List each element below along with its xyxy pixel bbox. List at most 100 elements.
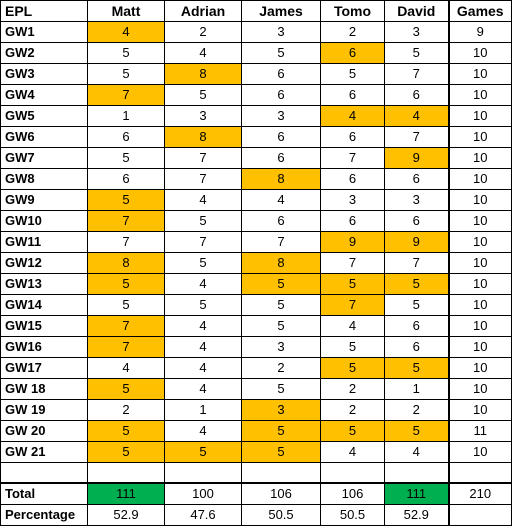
score-cell[interactable]: 6 — [87, 126, 165, 148]
score-cell[interactable]: 5 — [320, 420, 385, 442]
score-cell[interactable]: 5 — [241, 441, 321, 463]
score-cell[interactable]: 2 — [87, 399, 165, 421]
empty-cell[interactable] — [0, 462, 88, 484]
row-label[interactable]: GW4 — [0, 84, 88, 106]
games-cell[interactable]: 10 — [447, 315, 512, 337]
score-cell[interactable]: 5 — [87, 63, 165, 85]
row-label[interactable]: GW2 — [0, 42, 88, 64]
score-cell[interactable]: 6 — [241, 84, 321, 106]
score-cell[interactable]: 5 — [87, 273, 165, 295]
score-cell[interactable]: 6 — [241, 147, 321, 169]
empty-cell[interactable] — [384, 462, 449, 484]
score-cell[interactable]: 6 — [320, 84, 385, 106]
total-cell[interactable]: 111 — [384, 482, 449, 505]
score-cell[interactable]: 3 — [164, 105, 242, 127]
score-cell[interactable]: 7 — [241, 231, 321, 253]
row-label[interactable]: GW17 — [0, 357, 88, 379]
score-cell[interactable]: 6 — [384, 336, 449, 358]
empty-cell[interactable] — [320, 462, 385, 484]
score-cell[interactable]: 8 — [241, 252, 321, 274]
score-cell[interactable]: 4 — [320, 105, 385, 127]
row-label[interactable]: GW12 — [0, 252, 88, 274]
row-label[interactable]: GW16 — [0, 336, 88, 358]
score-cell[interactable]: 2 — [320, 399, 385, 421]
games-cell[interactable]: 10 — [447, 42, 512, 64]
score-cell[interactable]: 8 — [164, 63, 242, 85]
games-cell[interactable]: 10 — [447, 336, 512, 358]
score-cell[interactable]: 5 — [164, 84, 242, 106]
score-cell[interactable]: 9 — [384, 147, 449, 169]
score-cell[interactable]: 7 — [164, 168, 242, 190]
games-cell[interactable]: 10 — [447, 147, 512, 169]
score-cell[interactable]: 4 — [164, 189, 242, 211]
score-cell[interactable]: 7 — [87, 231, 165, 253]
score-cell[interactable]: 6 — [241, 63, 321, 85]
score-cell[interactable]: 8 — [164, 126, 242, 148]
score-cell[interactable]: 6 — [320, 210, 385, 232]
games-cell[interactable]: 10 — [447, 84, 512, 106]
score-cell[interactable]: 2 — [384, 399, 449, 421]
score-cell[interactable]: 2 — [320, 378, 385, 400]
score-cell[interactable]: 4 — [384, 105, 449, 127]
score-cell[interactable]: 5 — [87, 294, 165, 316]
score-cell[interactable]: 2 — [241, 357, 321, 379]
header-cell[interactable]: Games — [447, 0, 512, 22]
score-cell[interactable]: 4 — [164, 273, 242, 295]
row-label[interactable]: GW8 — [0, 168, 88, 190]
score-cell[interactable]: 3 — [241, 336, 321, 358]
score-cell[interactable]: 5 — [164, 441, 242, 463]
games-cell[interactable]: 10 — [447, 399, 512, 421]
score-cell[interactable]: 4 — [164, 357, 242, 379]
score-cell[interactable]: 1 — [164, 399, 242, 421]
score-cell[interactable]: 6 — [320, 42, 385, 64]
score-cell[interactable]: 7 — [320, 294, 385, 316]
header-cell[interactable]: David — [384, 0, 449, 22]
total-cell[interactable]: 100 — [164, 482, 242, 505]
games-cell[interactable]: 10 — [447, 252, 512, 274]
score-cell[interactable]: 6 — [241, 210, 321, 232]
score-cell[interactable]: 5 — [241, 420, 321, 442]
total-label[interactable]: Total — [0, 482, 88, 505]
score-cell[interactable]: 3 — [384, 189, 449, 211]
total-games-cell[interactable]: 210 — [447, 482, 512, 505]
total-cell[interactable]: 106 — [320, 482, 385, 505]
percentage-cell[interactable]: 50.5 — [320, 504, 385, 526]
row-label[interactable]: GW14 — [0, 294, 88, 316]
score-cell[interactable]: 7 — [320, 252, 385, 274]
score-cell[interactable]: 3 — [241, 105, 321, 127]
score-cell[interactable]: 3 — [241, 399, 321, 421]
games-cell[interactable]: 10 — [447, 210, 512, 232]
score-cell[interactable]: 5 — [87, 378, 165, 400]
score-cell[interactable]: 5 — [384, 42, 449, 64]
score-cell[interactable]: 5 — [164, 252, 242, 274]
games-cell[interactable]: 10 — [447, 273, 512, 295]
games-cell[interactable]: 10 — [447, 189, 512, 211]
empty-cell[interactable] — [241, 462, 321, 484]
percentage-cell[interactable]: 50.5 — [241, 504, 321, 526]
percentage-cell[interactable]: 52.9 — [384, 504, 449, 526]
games-cell[interactable]: 9 — [447, 21, 512, 43]
score-cell[interactable]: 3 — [241, 21, 321, 43]
games-cell[interactable]: 10 — [447, 105, 512, 127]
score-cell[interactable]: 6 — [384, 84, 449, 106]
score-cell[interactable]: 5 — [384, 420, 449, 442]
score-cell[interactable]: 5 — [241, 294, 321, 316]
games-cell[interactable]: 10 — [447, 294, 512, 316]
header-cell[interactable]: Matt — [87, 0, 165, 22]
row-label[interactable]: GW13 — [0, 273, 88, 295]
row-label[interactable]: GW11 — [0, 231, 88, 253]
games-cell[interactable]: 11 — [447, 420, 512, 442]
score-cell[interactable]: 3 — [384, 21, 449, 43]
header-cell[interactable]: EPL — [0, 0, 88, 22]
score-cell[interactable]: 5 — [164, 210, 242, 232]
score-cell[interactable]: 5 — [241, 378, 321, 400]
score-cell[interactable]: 9 — [384, 231, 449, 253]
score-cell[interactable]: 5 — [87, 420, 165, 442]
score-cell[interactable]: 7 — [87, 315, 165, 337]
row-label[interactable]: GW5 — [0, 105, 88, 127]
score-cell[interactable]: 5 — [384, 273, 449, 295]
score-cell[interactable]: 2 — [164, 21, 242, 43]
score-cell[interactable]: 5 — [241, 315, 321, 337]
score-cell[interactable]: 5 — [87, 441, 165, 463]
score-cell[interactable]: 5 — [241, 42, 321, 64]
